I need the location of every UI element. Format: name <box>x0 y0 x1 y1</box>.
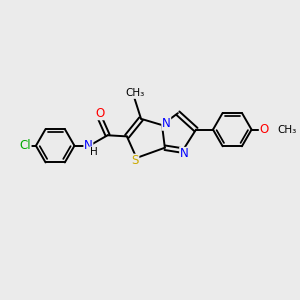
Text: N: N <box>84 139 93 152</box>
Text: Cl: Cl <box>19 139 31 152</box>
Text: H: H <box>90 147 97 157</box>
Text: O: O <box>260 122 268 136</box>
Text: N: N <box>180 148 188 160</box>
Text: S: S <box>131 154 139 167</box>
Text: CH₃: CH₃ <box>277 124 296 135</box>
Text: CH₃: CH₃ <box>125 88 144 98</box>
Text: O: O <box>95 107 104 120</box>
Text: N: N <box>162 117 171 130</box>
